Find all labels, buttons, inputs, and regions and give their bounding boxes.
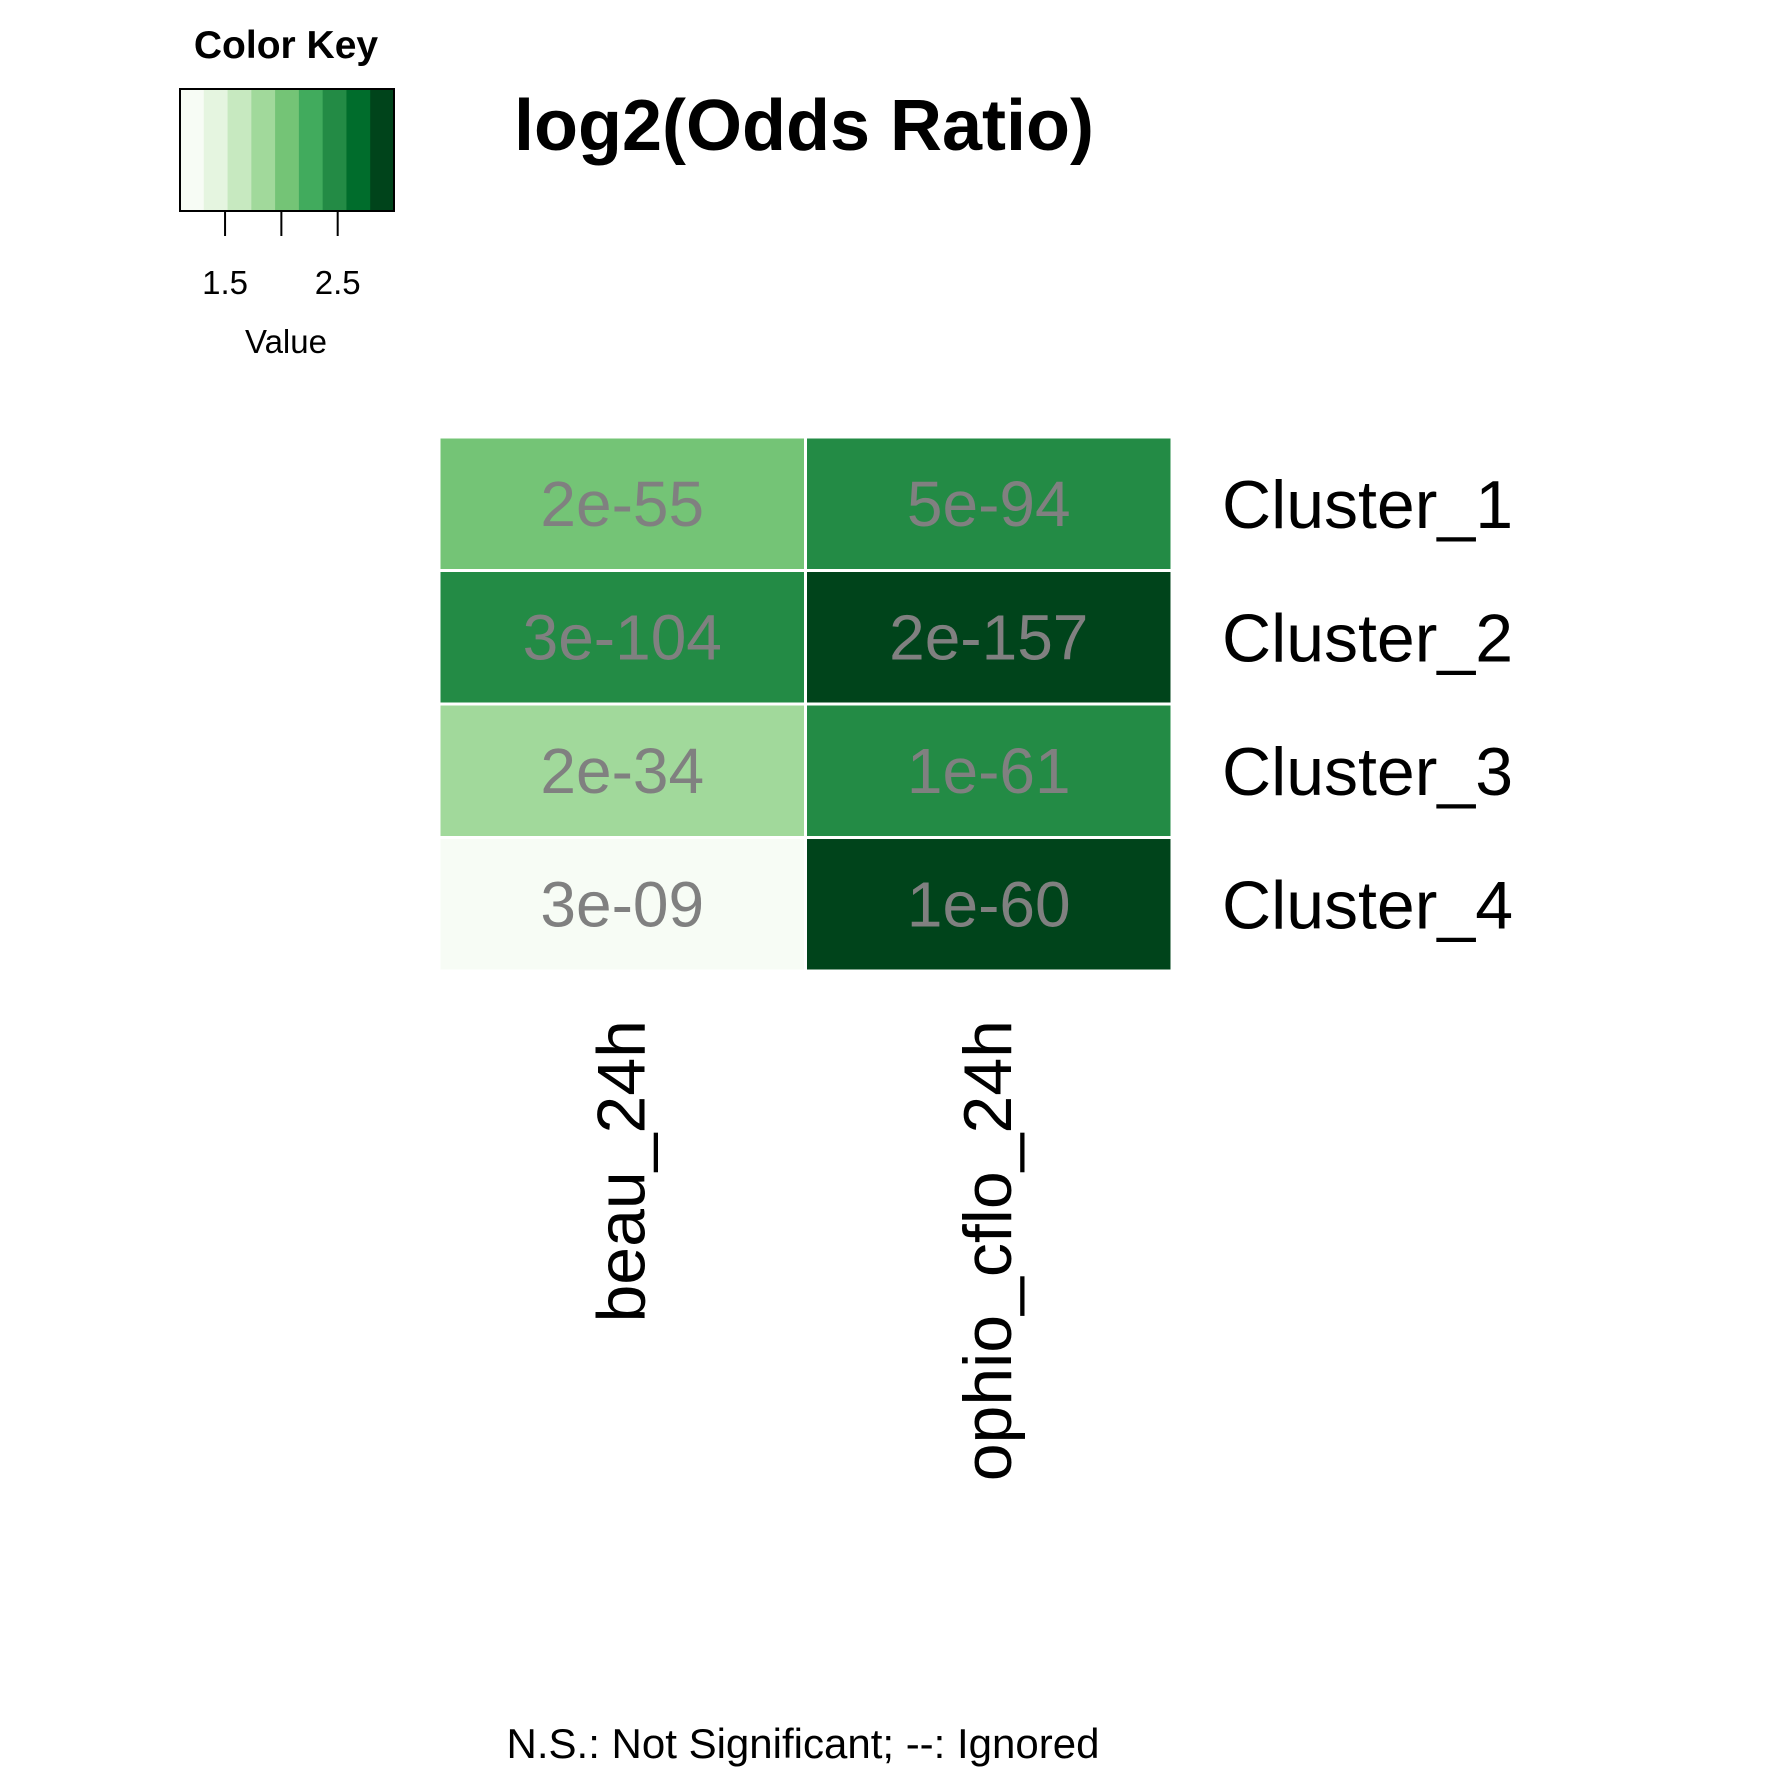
color-key-title: Color Key	[194, 24, 379, 67]
color-key-swatch	[346, 89, 371, 211]
color-key: Color Key 1.5 2.5 Value	[179, 24, 395, 360]
row-label: Cluster_1	[1222, 467, 1513, 543]
heatmap-cell	[437, 569, 807, 706]
heatmap-cell-label: 2e-34	[540, 735, 704, 807]
column-label: beau_24h	[583, 1020, 659, 1323]
heatmap-cell	[437, 435, 807, 572]
color-key-swatch	[322, 89, 347, 211]
chart-title: log2(Odds Ratio)	[514, 86, 1094, 166]
row-label: Cluster_3	[1222, 734, 1513, 810]
heatmap-cell	[804, 435, 1174, 572]
column-label: ophio_cflo_24h	[950, 1020, 1026, 1481]
heatmap-cell	[804, 836, 1174, 973]
row-label: Cluster_4	[1222, 867, 1513, 943]
color-key-swatch	[298, 89, 324, 211]
heatmap-cell-label: 3e-09	[540, 868, 704, 940]
heatmap-cells	[437, 435, 1174, 973]
heatmap-cell-label: 5e-94	[907, 468, 1071, 540]
row-labels: Cluster_1 Cluster_2 Cluster_3 Cluster_4	[1222, 467, 1513, 944]
color-key-swatch	[275, 89, 300, 211]
color-key-swatch	[251, 89, 276, 211]
heatmap-cell-label: 2e-55	[540, 468, 704, 540]
heatmap-cell-label: 2e-157	[889, 601, 1088, 673]
color-key-swatches	[180, 89, 395, 211]
color-key-tick-label: 1.5	[202, 264, 248, 301]
heatmap-cell-label: 3e-104	[523, 601, 722, 673]
heatmap-cell-labels: 2e-55 5e-94 3e-104 2e-157 2e-34 1e-61 3e-09 1e-…	[523, 468, 1089, 941]
color-key-ticks: 1.5 2.5	[202, 211, 361, 301]
color-key-swatch	[227, 89, 252, 211]
color-key-swatch	[203, 89, 229, 211]
color-key-swatch	[370, 89, 395, 211]
color-key-tick-label: 2.5	[315, 264, 361, 301]
color-key-xlabel: Value	[245, 323, 327, 360]
heatmap-cell-label: 1e-61	[907, 735, 1071, 807]
heatmap-cell	[437, 702, 807, 839]
color-key-swatch	[180, 89, 205, 211]
heatmap-cell	[437, 836, 807, 973]
footnote: N.S.: Not Significant; --: Ignored	[507, 1720, 1100, 1767]
color-key-frame	[179, 88, 395, 212]
column-labels: beau_24h ophio_cflo_24h	[583, 1020, 1026, 1481]
heatmap-cell-label: 1e-60	[907, 868, 1071, 940]
row-label: Cluster_2	[1222, 600, 1513, 676]
